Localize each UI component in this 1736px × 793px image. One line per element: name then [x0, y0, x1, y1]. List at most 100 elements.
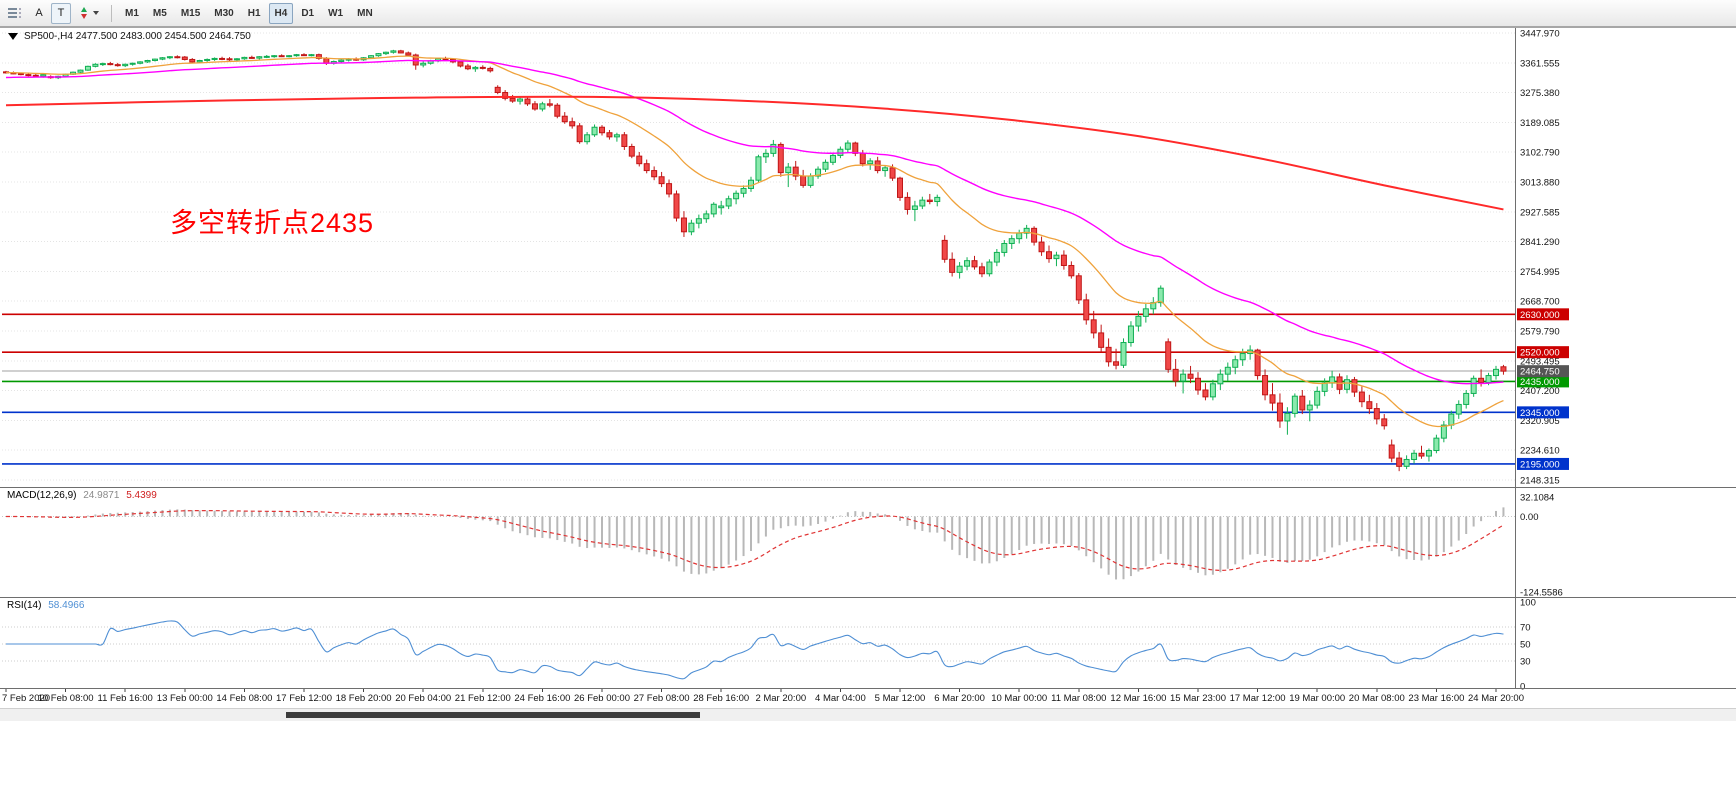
candle	[241, 56, 248, 60]
timeframe-button-h1[interactable]: H1	[247, 7, 261, 19]
candle	[964, 260, 971, 267]
price-axis-label: 3447.970	[1520, 29, 1560, 40]
arrows-tool-button[interactable]	[73, 3, 104, 24]
ma-mid-magenta	[5, 59, 1504, 385]
time-axis-label: 21 Feb 12:00	[455, 693, 511, 704]
price-axis-label: 2668.700	[1520, 297, 1560, 308]
chart-list-button[interactable]	[3, 3, 27, 24]
collapse-triangle-icon[interactable]	[8, 33, 18, 40]
candle	[1008, 238, 1015, 244]
price-axis[interactable]: 3447.970 3361.555 3275.380 3189.085 3102.790…	[1517, 29, 1569, 487]
candle	[859, 152, 866, 165]
text-tool-button[interactable]: T	[51, 2, 71, 24]
candle	[889, 167, 896, 179]
candle	[1403, 458, 1410, 467]
candle	[1239, 353, 1246, 361]
arrows-icon	[81, 7, 87, 19]
candle	[829, 154, 836, 163]
candle	[524, 98, 531, 105]
candle	[1165, 341, 1172, 370]
candle	[159, 57, 166, 60]
candle	[1478, 377, 1485, 383]
candle	[1500, 366, 1507, 372]
candle	[1284, 412, 1291, 422]
horizontal-scrollbar[interactable]	[0, 708, 1736, 721]
time-axis-label: 7 Feb 2020	[2, 693, 50, 704]
timeframe-button-h4[interactable]: H4	[268, 2, 294, 24]
candle	[219, 57, 226, 60]
time-axis-label: 26 Feb 00:00	[574, 693, 630, 704]
candle	[755, 156, 762, 181]
cursor-tool-button[interactable]: A	[35, 7, 43, 19]
price-badge	[1517, 457, 1569, 470]
candle	[84, 65, 91, 71]
candle	[1135, 315, 1142, 327]
candle	[1291, 395, 1298, 414]
candle	[181, 56, 188, 60]
rsi-name: RSI(14)	[7, 600, 42, 611]
rsi-value: 58.4966	[48, 600, 85, 611]
price-axis-label: 2234.610	[1520, 446, 1560, 457]
candle	[1023, 227, 1030, 234]
candle	[643, 163, 650, 172]
candle	[99, 63, 106, 66]
candle	[487, 67, 494, 72]
time-axis-label: 5 Mar 12:00	[875, 693, 926, 704]
time-axis-label: 24 Mar 20:00	[1468, 693, 1524, 704]
chart-text-annotation[interactable]: 多空转折点2435	[170, 208, 375, 238]
candle	[576, 125, 583, 143]
candle	[1425, 450, 1432, 457]
candle	[613, 134, 620, 138]
candle	[1433, 437, 1440, 452]
candle	[1075, 275, 1082, 301]
candle	[591, 126, 598, 136]
candle	[1440, 424, 1447, 439]
macd-name: MACD(12,26,9)	[7, 490, 77, 501]
candle	[338, 59, 345, 63]
price-badge	[1517, 346, 1569, 359]
time-axis-label: 17 Mar 12:00	[1230, 693, 1286, 704]
rsi-axis-label: 0	[1520, 682, 1525, 693]
chart-list-icon	[8, 8, 21, 18]
price-axis-label: 2754.995	[1520, 267, 1560, 278]
timeframe-button-w1[interactable]: W1	[328, 7, 344, 19]
candle	[673, 193, 680, 219]
moving-averages	[5, 55, 1504, 428]
timeframe-button-m5[interactable]: M5	[152, 7, 167, 19]
scrollbar-thumb[interactable]	[286, 712, 700, 718]
candle	[1195, 377, 1201, 391]
candle	[1090, 319, 1097, 334]
candle	[1202, 389, 1209, 398]
horizontal-line-objects[interactable]	[2, 313, 1515, 465]
price-axis-label: 2493.495	[1520, 356, 1560, 367]
chart-canvas[interactable]: 3447.970 3361.555 3275.380 3189.085 3102.790…	[0, 0, 1736, 710]
candle	[844, 142, 851, 150]
candle	[77, 69, 84, 73]
price-axis-label: 3102.790	[1520, 148, 1560, 159]
time-axis-label: 10 Mar 00:00	[991, 693, 1047, 704]
panel-dividers	[0, 27, 1736, 689]
candle	[897, 177, 903, 198]
candle	[1232, 359, 1239, 368]
timeframe-button-d1[interactable]: D1	[301, 7, 315, 19]
candle	[1463, 392, 1470, 405]
time-axis-label: 17 Feb 12:00	[276, 693, 332, 704]
candle	[1448, 413, 1455, 426]
candle	[1366, 401, 1373, 410]
candle	[1276, 402, 1283, 422]
candle	[1068, 264, 1075, 277]
price-axis-label: 2927.585	[1520, 207, 1560, 218]
candle	[628, 145, 635, 157]
timeframe-button-mn[interactable]: MN	[357, 7, 373, 19]
candle	[1396, 457, 1403, 467]
candle	[301, 54, 307, 57]
timeframe-button-m1[interactable]: M1	[125, 7, 139, 19]
timeframe-button-m30[interactable]: M30	[214, 7, 234, 19]
timeframe-button-m15[interactable]: M15	[180, 7, 201, 19]
candle	[1299, 395, 1306, 411]
candle	[315, 54, 322, 59]
candlesticks	[3, 49, 1507, 472]
rsi-line	[6, 620, 1504, 680]
dropdown-caret-icon	[93, 11, 99, 15]
